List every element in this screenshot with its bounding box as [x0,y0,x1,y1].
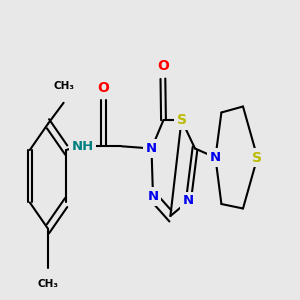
Text: CH₃: CH₃ [38,279,58,289]
Text: O: O [98,81,109,95]
Text: N: N [183,194,194,208]
Text: N: N [210,151,221,164]
Text: CH₃: CH₃ [53,81,74,91]
Text: NH: NH [71,140,94,153]
Text: N: N [146,142,157,155]
Text: O: O [157,59,169,73]
Text: S: S [252,151,262,164]
Text: S: S [176,113,187,127]
Text: N: N [147,190,159,203]
